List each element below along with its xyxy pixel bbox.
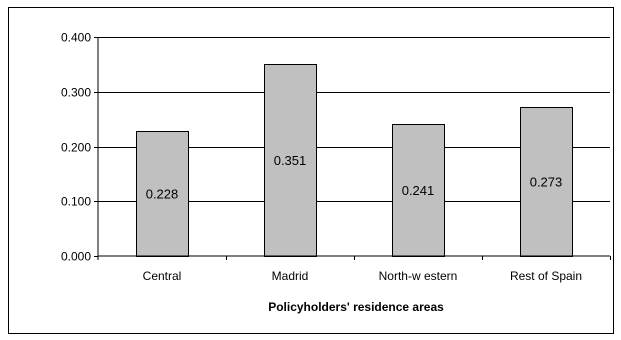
bar [520,107,573,257]
y-tick-label: 0.300 [61,86,91,100]
bar [392,124,445,257]
bar-data-label: 0.228 [146,187,179,202]
bar-data-label: 0.241 [402,183,435,198]
x-category-label: North-w estern [379,269,458,283]
y-tick-label: 0.200 [61,141,91,155]
x-category-label: Central [143,269,182,283]
bar [264,64,317,257]
y-tick-label: 0.000 [61,250,91,264]
axes [97,37,610,257]
labels: 0.000 0.100 0.200 0.300 0.400 0.228 Central 0.3… [61,31,582,284]
x-axis-title: Policyholders' residence areas [268,300,444,314]
bar-data-label: 0.273 [530,174,563,189]
bar [136,131,189,257]
x-category-label: Rest of Spain [510,269,582,283]
bars [136,64,573,257]
x-category-label: Madrid [272,269,309,283]
y-tick-label: 0.400 [61,31,91,45]
y-tick-label: 0.100 [61,195,91,209]
bar-data-label: 0.351 [274,153,307,168]
